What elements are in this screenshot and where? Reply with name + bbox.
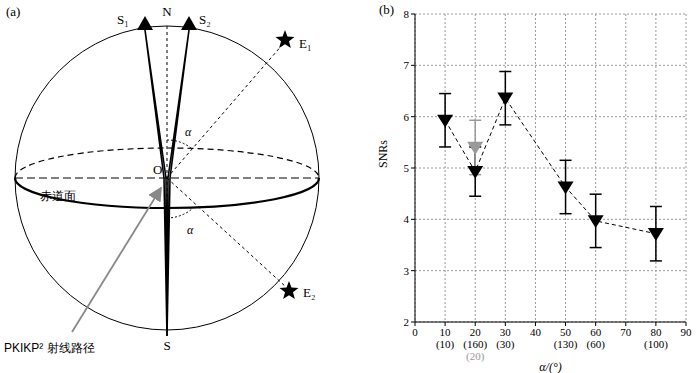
html-text:(b): (b): [379, 2, 395, 17]
svg-text:90: 90: [681, 326, 693, 338]
svg-text:2: 2: [404, 316, 410, 328]
svg-text:PKIKP² 射线路径: PKIKP² 射线路径: [4, 341, 95, 355]
svg-text:E₂: E₂: [303, 285, 315, 300]
svg-text:(a): (a): [6, 4, 20, 19]
svg-text:(160): (160): [463, 337, 488, 350]
svg-text:赤道面: 赤道面: [40, 189, 76, 203]
svg-text:60: 60: [590, 326, 602, 338]
svg-text:4: 4: [404, 213, 410, 225]
svg-text:0: 0: [412, 326, 418, 338]
svg-text:(20): (20): [466, 350, 485, 363]
svg-text:(30): (30): [496, 338, 515, 351]
svg-text:α: α: [187, 223, 194, 237]
svg-text:α: α: [185, 125, 192, 139]
svg-text:E₁: E₁: [299, 36, 311, 51]
svg-text:70: 70: [620, 326, 632, 338]
svg-text:8: 8: [404, 8, 410, 20]
svg-text:(130): (130): [554, 338, 578, 351]
svg-text:O: O: [153, 162, 162, 177]
svg-text:10: 10: [440, 326, 452, 338]
svg-text:SNRs: SNRs: [376, 140, 390, 168]
svg-text:50: 50: [560, 326, 572, 338]
svg-text:α/(°): α/(°): [539, 360, 561, 373]
svg-text:7: 7: [404, 59, 410, 71]
svg-text:80: 80: [650, 326, 662, 338]
svg-text:S₂: S₂: [199, 12, 211, 27]
svg-text:6: 6: [404, 111, 410, 123]
svg-text:3: 3: [404, 265, 410, 277]
svg-text:(60): (60): [587, 338, 606, 351]
svg-text:N: N: [162, 4, 172, 19]
svg-text:(10): (10): [436, 338, 455, 351]
svg-text:S: S: [163, 338, 170, 353]
svg-text:S₁: S₁: [117, 12, 129, 27]
svg-text:40: 40: [530, 326, 542, 338]
svg-text:(100): (100): [644, 338, 668, 351]
svg-text:20: 20: [470, 326, 482, 338]
svg-text:5: 5: [404, 162, 410, 174]
svg-text:30: 30: [500, 326, 512, 338]
